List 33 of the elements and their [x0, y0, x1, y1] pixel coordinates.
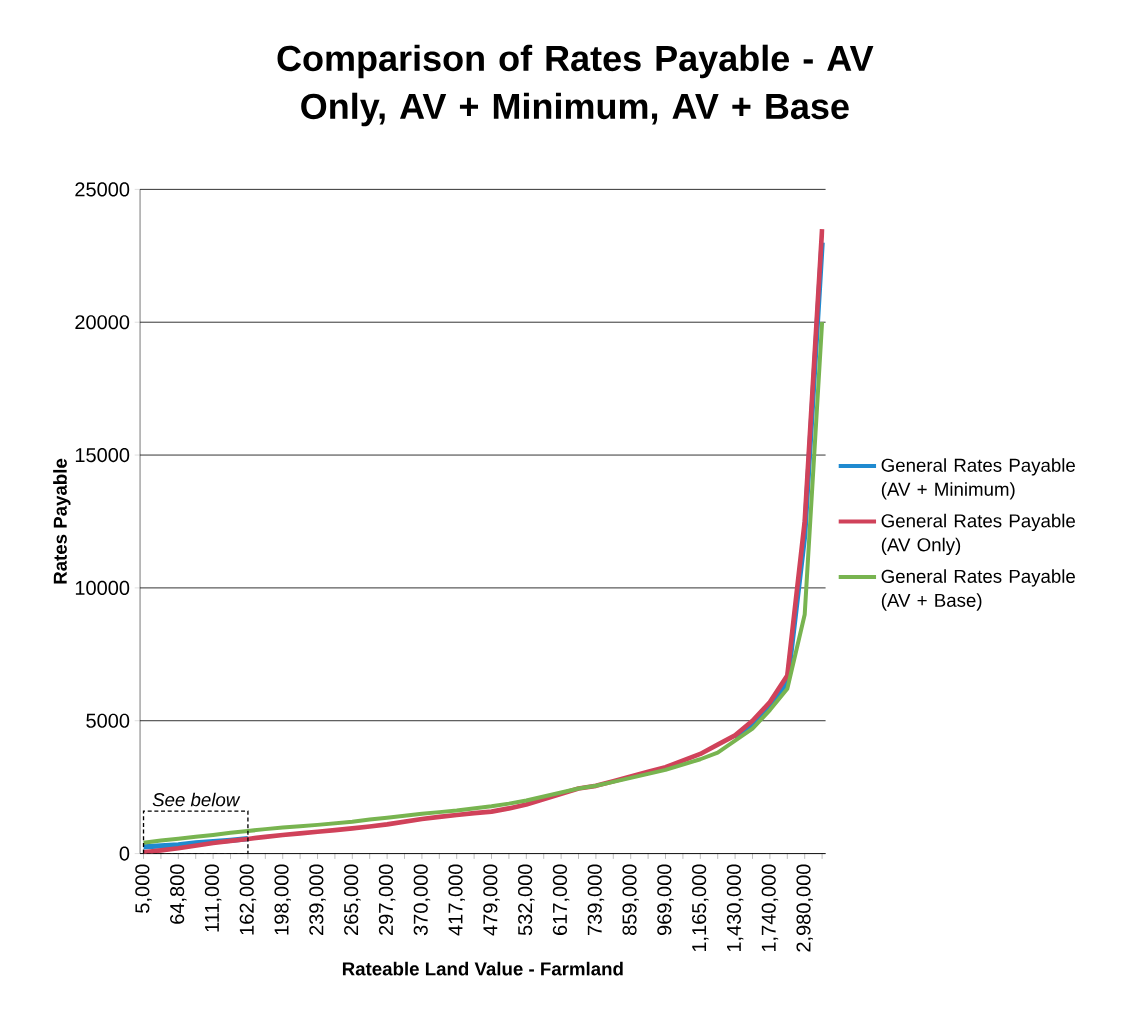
x-tick-label: 1,430,000: [726, 864, 744, 952]
y-tick-label: 10000: [75, 580, 130, 595]
x-tick-label: 859,000: [622, 864, 639, 936]
x-tick-label: 739,000: [587, 864, 605, 935]
x-tick-label: 239,000: [309, 864, 326, 935]
x-tick-label: 64,800: [170, 864, 187, 924]
legend-label: General Rates Payable (AV + Base): [881, 569, 1075, 611]
x-tick-label: 198,000: [274, 864, 291, 935]
x-tick-label: 162,000: [239, 864, 257, 935]
y-tick-label: 20000: [75, 315, 130, 330]
x-tick-label: 2,980,000: [796, 864, 813, 952]
x-tick-label: 265,000: [344, 864, 361, 935]
annotation: See below: [152, 792, 241, 807]
x-tick-label: 5,000: [135, 864, 152, 913]
y-tick-label: 0: [119, 846, 130, 861]
x-tick-label: 617,000: [552, 864, 570, 935]
y-tick-label: 5000: [86, 713, 130, 728]
x-tick-label: 111,000: [204, 864, 222, 932]
x-axis-title: Rateable Land Value - Farmland: [342, 961, 623, 976]
x-tick-label: 370,000: [413, 864, 431, 936]
x-tick-label: 969,000: [657, 864, 674, 936]
y-axis-title: Rates Payable: [53, 458, 71, 584]
legend-label: General Rates Payable (AV Only): [881, 513, 1075, 556]
x-tick-label: 479,000: [483, 864, 500, 936]
y-tick-label: 25000: [75, 182, 130, 197]
chart-title: Comparison of Rates Payable - AV Only, AV + Minimum, AV + Base: [277, 44, 874, 127]
y-tick-label: 15000: [75, 447, 130, 463]
x-tick-label: 417,000: [448, 864, 465, 936]
x-tick-label: 1,165,000: [692, 864, 709, 952]
x-tick-label: 532,000: [518, 864, 535, 936]
x-tick-label: 297,000: [378, 864, 396, 935]
legend-label: General Rates Payable (AV + Minimum): [881, 458, 1075, 500]
x-tick-label: 1,740,000: [761, 864, 779, 952]
